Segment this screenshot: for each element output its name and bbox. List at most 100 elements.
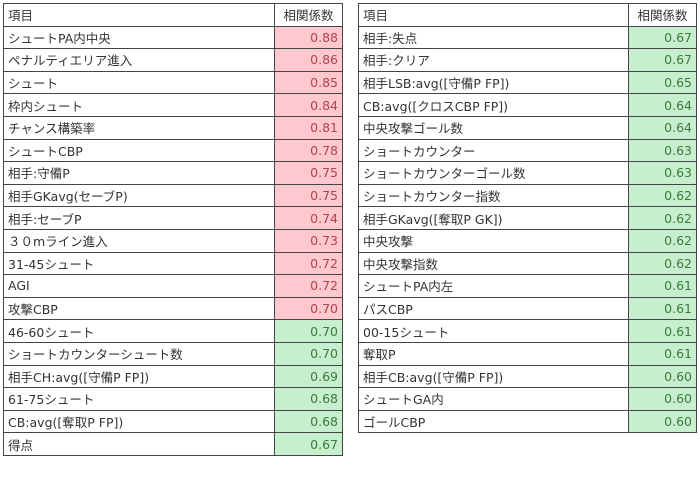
table-row: ショートカウンター 0.63	[358, 138, 697, 163]
table-row: CB:avg([クロスCBP FP]) 0.64	[358, 93, 697, 117]
table-row: ペナルティエリア進入 0.86	[3, 48, 343, 72]
header-row: 項目 相関係数	[3, 3, 343, 27]
item-cell: 中央攻撃ゴール数	[358, 115, 629, 140]
header-item: 項目	[358, 3, 629, 27]
correlation-cell: 0.61	[628, 319, 697, 343]
correlation-cell: 0.62	[628, 228, 697, 253]
table-row: ゴールCBP 0.60	[358, 409, 697, 434]
correlation-cell: 0.68	[274, 409, 343, 434]
correlation-cell: 0.60	[628, 387, 697, 411]
table-row: 相手:クリア 0.67	[358, 48, 697, 72]
correlation-cell: 0.61	[628, 274, 697, 298]
table-row: 相手GKavg([奪取P GK]) 0.62	[358, 206, 697, 230]
header-corr: 相関係数	[274, 3, 343, 27]
table-row: CB:avg([奪取P FP]) 0.68	[3, 409, 343, 434]
table-row: シュートCBP 0.78	[3, 138, 343, 163]
table-row: ３０mライン進入 0.73	[3, 228, 343, 253]
item-cell: シュートPA内中央	[3, 25, 275, 50]
table-row: 相手LSB:avg([守備P FP]) 0.65	[358, 70, 697, 95]
item-cell: 相手CH:avg([守備P FP])	[3, 364, 275, 389]
item-cell: 00-15シュート	[358, 319, 629, 343]
table-row: 相手GKavg(セーブP) 0.75	[3, 183, 343, 208]
table-row: シュートPA内左 0.61	[358, 274, 697, 298]
item-cell: 相手GKavg(セーブP)	[3, 183, 275, 208]
table-row: 61-75シュート 0.68	[3, 387, 343, 411]
correlation-cell: 0.86	[274, 48, 343, 72]
table-row: シュートPA内中央 0.88	[3, 25, 343, 50]
item-cell: ゴールCBP	[358, 409, 629, 434]
table-row: AGI 0.72	[3, 274, 343, 298]
item-cell: 46-60シュート	[3, 319, 275, 343]
correlation-cell: 0.69	[274, 364, 343, 389]
table-row: 得点 0.67	[3, 432, 343, 456]
item-cell: 相手:セーブP	[3, 206, 275, 230]
correlation-cell: 0.64	[628, 115, 697, 140]
correlation-cell: 0.65	[628, 70, 697, 95]
item-cell: 中央攻撃	[358, 228, 629, 253]
correlation-cell: 0.62	[628, 251, 697, 276]
table-row: 中央攻撃 0.62	[358, 228, 697, 253]
item-cell: シュートPA内左	[358, 274, 629, 298]
correlation-cell: 0.61	[628, 296, 697, 321]
table-row: 相手CB:avg([守備P FP]) 0.60	[358, 364, 697, 389]
table-row: 相手:守備P 0.75	[3, 161, 343, 185]
item-cell: CB:avg([クロスCBP FP])	[358, 93, 629, 117]
item-cell: 相手CB:avg([守備P FP])	[358, 364, 629, 389]
item-cell: 攻撃CBP	[3, 296, 275, 321]
header-row: 項目 相関係数	[358, 3, 697, 27]
correlation-cell: 0.62	[628, 206, 697, 230]
correlation-table-left: 項目 相関係数 シュートPA内中央 0.88 ペナルティエリア進入 0.86 シ…	[3, 3, 343, 456]
correlation-table-right: 項目 相関係数 相手:失点 0.67 相手:クリア 0.67 相手LSB:avg…	[358, 3, 697, 434]
correlation-cell: 0.78	[274, 138, 343, 163]
correlation-cell: 0.67	[628, 25, 697, 50]
item-cell: ショートカウンター	[358, 138, 629, 163]
item-cell: AGI	[3, 274, 275, 298]
correlation-cell: 0.67	[274, 432, 343, 456]
item-cell: CB:avg([奪取P FP])	[3, 409, 275, 434]
correlation-cell: 0.72	[274, 251, 343, 276]
table-row: 中央攻撃ゴール数 0.64	[358, 115, 697, 140]
item-cell: 61-75シュート	[3, 387, 275, 411]
item-cell: ペナルティエリア進入	[3, 48, 275, 72]
table-row: 相手:失点 0.67	[358, 25, 697, 50]
table-row: ショートカウンター指数 0.62	[358, 183, 697, 208]
table-row: 相手CH:avg([守備P FP]) 0.69	[3, 364, 343, 389]
correlation-cell: 0.70	[274, 341, 343, 366]
table-row: 攻撃CBP 0.70	[3, 296, 343, 321]
table-row: 00-15シュート 0.61	[358, 319, 697, 343]
correlation-cell: 0.64	[628, 93, 697, 117]
correlation-cell: 0.81	[274, 115, 343, 140]
table-row: シュートGA内 0.60	[358, 387, 697, 411]
table-row: シュート 0.85	[3, 70, 343, 95]
item-cell: 相手:クリア	[358, 48, 629, 72]
item-cell: 相手GKavg([奪取P GK])	[358, 206, 629, 230]
correlation-cell: 0.75	[274, 161, 343, 185]
correlation-cell: 0.88	[274, 25, 343, 50]
correlation-cell: 0.60	[628, 409, 697, 434]
item-cell: 中央攻撃指数	[358, 251, 629, 276]
correlation-cell: 0.70	[274, 296, 343, 321]
table-row: チャンス構築率 0.81	[3, 115, 343, 140]
correlation-cell: 0.75	[274, 183, 343, 208]
correlation-cell: 0.72	[274, 274, 343, 298]
header-corr: 相関係数	[628, 3, 697, 27]
correlation-cell: 0.63	[628, 138, 697, 163]
correlation-cell: 0.67	[628, 48, 697, 72]
item-cell: チャンス構築率	[3, 115, 275, 140]
table-row: 奪取P 0.61	[358, 341, 697, 366]
item-cell: 相手LSB:avg([守備P FP])	[358, 70, 629, 95]
item-cell: シュートCBP	[3, 138, 275, 163]
correlation-cell: 0.74	[274, 206, 343, 230]
correlation-cell: 0.84	[274, 93, 343, 117]
item-cell: 奪取P	[358, 341, 629, 366]
correlation-cell: 0.62	[628, 183, 697, 208]
table-row: 中央攻撃指数 0.62	[358, 251, 697, 276]
item-cell: 31-45シュート	[3, 251, 275, 276]
item-cell: 相手:守備P	[3, 161, 275, 185]
correlation-cell: 0.61	[628, 341, 697, 366]
item-cell: ショートカウンターゴール数	[358, 161, 629, 185]
table-row: 枠内シュート 0.84	[3, 93, 343, 117]
correlation-cell: 0.70	[274, 319, 343, 343]
item-cell: ショートカウンター指数	[358, 183, 629, 208]
item-cell: パスCBP	[358, 296, 629, 321]
